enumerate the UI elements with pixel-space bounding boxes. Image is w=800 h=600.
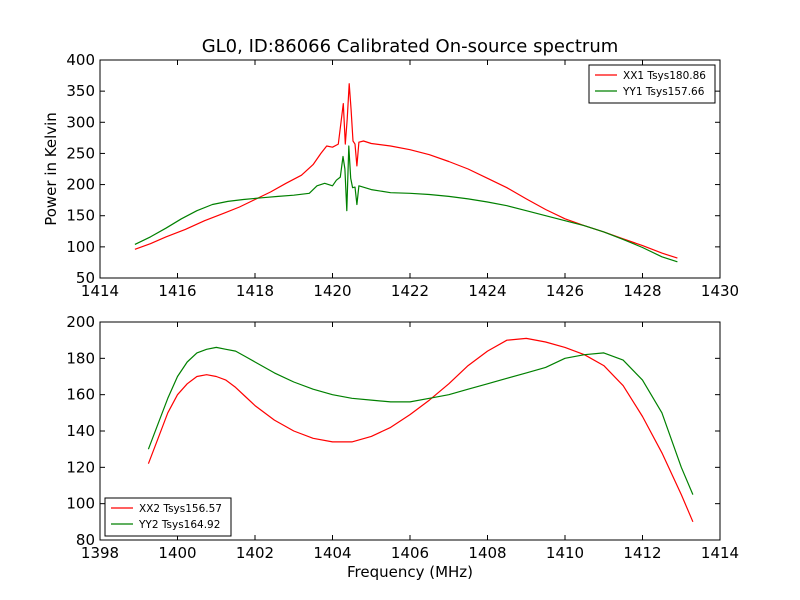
top-chart: GL0, ID:86066 Calibrated On-source spect… — [42, 36, 739, 300]
series-line-yy — [134, 145, 678, 263]
legend-label: XX2 Tsys156.57 — [139, 503, 222, 515]
x-tick-label: 1406 — [391, 544, 429, 562]
bottom-chart: Frequency (MHz) 1398 1400 1402 1404 1406 1408… — [66, 313, 739, 581]
y-tick-label: 300 — [66, 113, 95, 131]
x-tick-label: 1418 — [236, 282, 274, 300]
legend-label: YY2 Tsys164.92 — [138, 519, 220, 531]
y-tick-label: 50 — [76, 269, 95, 287]
x-tick-label: 1410 — [546, 544, 584, 562]
x-tick-label: 1404 — [313, 544, 351, 562]
y-tick-label: 200 — [66, 313, 95, 331]
x-tick-label: 1414 — [701, 544, 739, 562]
y-tick-label: 100 — [66, 238, 95, 256]
x-tick-label: 1428 — [623, 282, 661, 300]
legend: XX2 Tsys156.57 YY2 Tsys164.92 — [104, 497, 232, 537]
axis-ticks: 1414 1416 1418 1420 1422 1424 1426 1428 1430 50 10… — [66, 51, 739, 300]
y-tick-label: 180 — [66, 349, 95, 367]
y-axis-label: Power in Kelvin — [42, 112, 60, 226]
x-tick-label: 1400 — [158, 544, 196, 562]
x-tick-label: 1402 — [236, 544, 274, 562]
x-tick-label: 1420 — [313, 282, 351, 300]
x-tick-label: 1412 — [623, 544, 661, 562]
x-tick-label: 1430 — [701, 282, 739, 300]
x-tick-label: 1408 — [468, 544, 506, 562]
x-tick-label: 1416 — [158, 282, 196, 300]
y-tick-label: 160 — [66, 386, 95, 404]
x-axis-label: Frequency (MHz) — [347, 563, 473, 581]
axis-ticks: 1398 1400 1402 1404 1406 1408 1410 1412 1414 80 10… — [66, 313, 739, 562]
legend-box — [588, 64, 716, 104]
legend-label: XX1 Tsys180.86 — [623, 70, 706, 82]
y-tick-label: 400 — [66, 51, 95, 69]
y-tick-label: 80 — [76, 531, 95, 549]
chart-title: GL0, ID:86066 Calibrated On-source spect… — [202, 36, 619, 57]
legend-label: YY1 Tsys157.66 — [622, 86, 705, 98]
series-line-yy — [147, 346, 694, 495]
y-tick-label: 100 — [66, 495, 95, 513]
y-tick-label: 200 — [66, 176, 95, 194]
series-lines — [134, 83, 678, 263]
x-tick-label: 1424 — [468, 282, 506, 300]
y-tick-label: 140 — [66, 422, 95, 440]
y-tick-label: 350 — [66, 82, 95, 100]
legend-box — [104, 497, 232, 537]
x-tick-label: 1414 — [81, 282, 119, 300]
x-tick-label: 1398 — [81, 544, 119, 562]
series-lines — [147, 337, 694, 523]
x-tick-label: 1426 — [546, 282, 584, 300]
legend: XX1 Tsys180.86 YY1 Tsys157.66 — [588, 64, 716, 104]
series-line-xx — [147, 337, 694, 523]
y-tick-label: 120 — [66, 458, 95, 476]
x-tick-label: 1422 — [391, 282, 429, 300]
y-tick-label: 150 — [66, 207, 95, 225]
y-tick-label: 250 — [66, 144, 95, 162]
